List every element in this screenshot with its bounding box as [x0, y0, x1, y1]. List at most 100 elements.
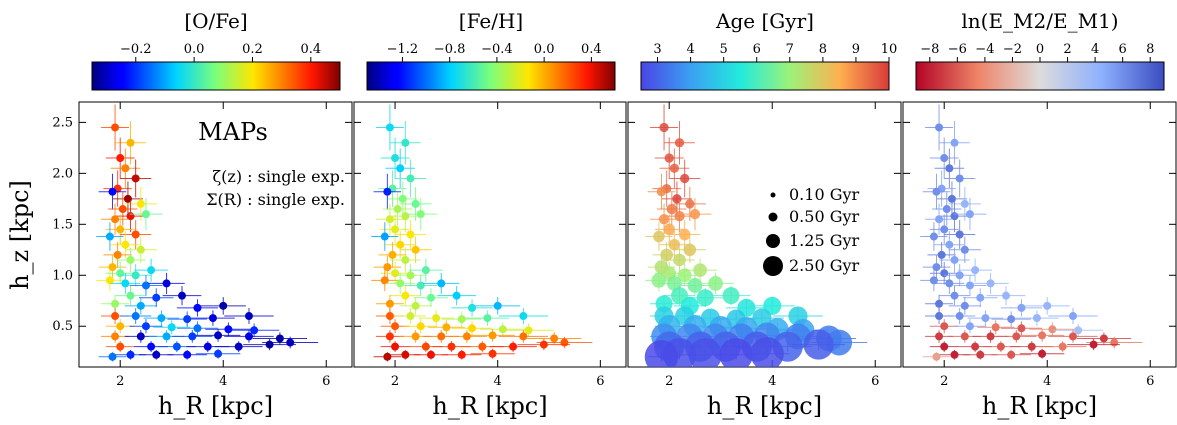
size-legend-marker	[763, 256, 783, 276]
data-point	[208, 314, 217, 323]
data-point	[406, 312, 415, 321]
colorbar-tick-label: −2	[1003, 42, 1022, 57]
data-point	[683, 243, 697, 257]
size-legend: 0.10 Gyr 0.50 Gyr 1.25 Gyr 2.50 Gyr	[763, 185, 860, 276]
data-point	[678, 228, 691, 241]
data-point	[965, 210, 974, 219]
data-point	[126, 350, 135, 359]
data-point	[519, 312, 528, 321]
data-point	[991, 323, 1000, 332]
colorbar-tick-label: 8	[1146, 42, 1154, 57]
data-point	[960, 199, 969, 208]
data-point	[672, 194, 682, 204]
data-point	[406, 174, 415, 183]
data-point	[483, 314, 492, 323]
data-point	[380, 276, 389, 285]
x-tick-label: 4	[219, 374, 227, 389]
data-point	[929, 276, 938, 285]
data-point	[550, 334, 559, 343]
data-point	[659, 122, 669, 133]
data-point	[432, 314, 441, 323]
data-point	[383, 263, 392, 272]
data-point	[947, 194, 956, 203]
data-point	[116, 269, 125, 278]
data-point	[560, 338, 569, 347]
data-point	[111, 123, 120, 132]
data-point	[996, 342, 1005, 351]
data-point	[539, 340, 548, 349]
data-point	[935, 215, 944, 224]
data-point	[183, 350, 192, 359]
points-Fe/H	[371, 104, 593, 362]
x-tick-label: 6	[596, 374, 604, 389]
data-point	[976, 350, 985, 359]
data-point	[1007, 350, 1016, 359]
data-point	[940, 154, 949, 163]
data-point	[763, 296, 782, 315]
panel-O/Fe: −0.2 0.0 0.2 0.4 [O/Fe] 2 4 6 0.5 1.0 1.5 2.0 2.5 h_R…	[6, 9, 353, 420]
data-point	[406, 230, 415, 239]
colorbar-tick-label: −8	[920, 42, 939, 57]
data-point	[385, 215, 394, 224]
points-O/Fe	[96, 104, 319, 362]
annotation-line-2: Σ(R) : single exp.	[206, 190, 345, 209]
data-point	[193, 324, 202, 333]
data-point	[696, 289, 714, 307]
data-point	[442, 323, 451, 332]
data-point	[1012, 332, 1021, 341]
data-point	[932, 187, 941, 196]
data-point	[942, 205, 951, 214]
data-point	[462, 332, 471, 341]
data-point	[965, 281, 974, 290]
data-point	[447, 342, 456, 351]
colorbar-tick-label: 4	[686, 42, 694, 57]
data-point	[411, 332, 420, 341]
data-point	[141, 210, 150, 219]
data-point	[136, 332, 145, 341]
data-point	[1099, 334, 1108, 343]
points-Age	[644, 104, 868, 367]
data-point	[162, 332, 171, 341]
data-point	[955, 271, 964, 280]
colorbar-tick-label: 7	[786, 42, 794, 57]
data-point	[401, 350, 410, 359]
data-point	[385, 123, 394, 132]
data-point	[391, 269, 400, 278]
colorbar-tick-label: 8	[819, 42, 827, 57]
panel-lnE: −8 −6 −4 −2 0 2 4 6 8 ln(E_M2/E_M1) 2 4 6 h_R [kpc]	[902, 9, 1177, 420]
data-point	[955, 230, 964, 239]
data-point	[193, 303, 202, 312]
data-point	[971, 266, 980, 275]
data-point	[1043, 301, 1052, 310]
colorbar-tick-label: 0	[1036, 42, 1044, 57]
data-point	[121, 164, 130, 173]
data-point	[1007, 315, 1016, 324]
data-point	[172, 342, 181, 351]
data-point	[396, 240, 405, 249]
data-point	[524, 326, 533, 335]
x-tick-label: 4	[768, 374, 776, 389]
data-point	[391, 225, 400, 234]
y-tick-label: 2.5	[52, 115, 73, 130]
data-point	[388, 250, 397, 259]
data-point	[1027, 342, 1036, 351]
x-tick-label: 2	[940, 374, 948, 389]
data-point	[383, 352, 392, 361]
data-point	[111, 312, 120, 321]
data-point	[1068, 332, 1077, 341]
data-point	[674, 138, 685, 148]
data-point	[214, 349, 223, 358]
data-point	[383, 187, 392, 196]
colorbar-tick-label: 2	[1063, 42, 1071, 57]
data-point	[167, 323, 176, 332]
x-tick-label: 6	[871, 374, 879, 389]
data-point	[116, 225, 125, 234]
data-point	[644, 340, 679, 367]
data-point	[1038, 349, 1047, 358]
data-point	[116, 342, 125, 351]
data-point	[111, 215, 120, 224]
colorbar-tick-label: 0.0	[184, 42, 205, 57]
data-point	[1074, 326, 1083, 335]
